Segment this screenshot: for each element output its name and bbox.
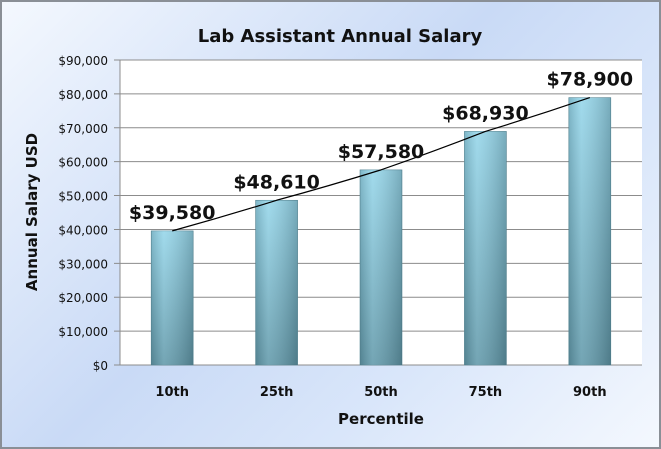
- x-tick-label: 25th: [260, 385, 294, 400]
- y-tick-label: $30,000: [58, 257, 108, 271]
- bar-shade: [151, 230, 194, 365]
- y-axis-label: Annual Salary USD: [23, 133, 41, 291]
- y-tick-label: $50,000: [58, 190, 108, 204]
- trendline: [172, 97, 590, 232]
- y-tick-label: $20,000: [58, 291, 108, 305]
- bar-shade: [360, 169, 402, 365]
- data-label: $39,580: [129, 202, 216, 224]
- y-tick-label: $10,000: [58, 325, 108, 339]
- data-label: $78,900: [547, 69, 634, 91]
- x-axis-label: Percentile: [338, 410, 424, 428]
- chart-title: Lab Assistant Annual Salary: [198, 26, 483, 47]
- bar-shade: [464, 131, 507, 365]
- y-tick-label: $90,000: [58, 54, 108, 68]
- y-tick-label: $70,000: [58, 122, 108, 136]
- y-tick-label: $0: [93, 359, 108, 373]
- bar-shade: [255, 200, 298, 365]
- y-tick-label: $40,000: [58, 223, 108, 237]
- data-label: $57,580: [338, 141, 425, 163]
- data-label: $68,930: [442, 102, 529, 124]
- x-tick-label: 50th: [364, 385, 398, 400]
- x-tick-label: 90th: [573, 385, 607, 400]
- data-label: $48,610: [233, 171, 320, 193]
- x-tick-label: 75th: [469, 385, 503, 400]
- y-tick-label: $80,000: [58, 88, 108, 102]
- x-tick-label: 10th: [155, 385, 189, 400]
- y-tick-label: $60,000: [58, 156, 108, 170]
- bar-shade: [568, 97, 611, 365]
